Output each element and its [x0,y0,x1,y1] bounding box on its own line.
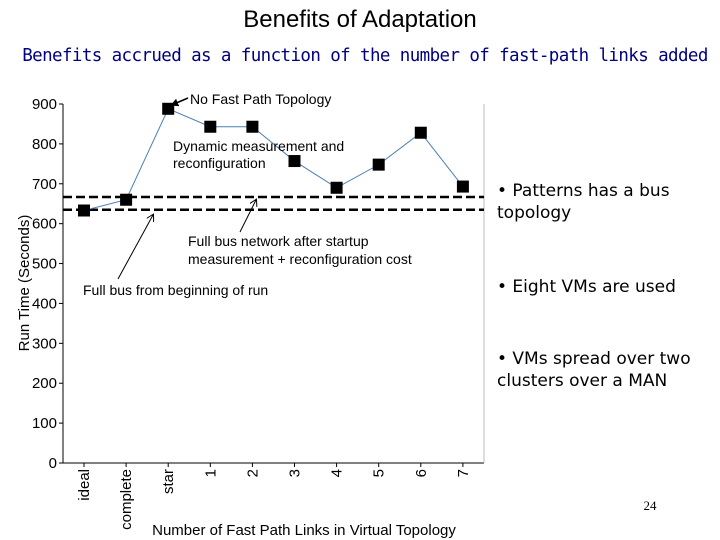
data-point-6 [414,126,427,139]
x-tick-label: 3 [287,469,304,477]
x-tick-label: 5 [371,469,388,477]
reference-lines [63,195,484,211]
x-tick-label: complete [118,469,135,530]
x-tick-label: 7 [455,469,472,477]
y-tick-label: 400 [32,295,57,312]
annotation-full-bus-beginning: Full bus from beginning of run [83,282,268,298]
y-tick-label: 100 [32,415,57,432]
data-point-7 [456,180,469,193]
annotation-dynamic-measurement: Dynamic measurement and reconfiguration [173,138,348,171]
y-tick-label: 700 [32,176,57,193]
y-axis-ticks: 0 100 200 300 400 500 600 700 800 900 [32,96,63,472]
x-tick-label: 2 [244,469,261,477]
data-point-3 [288,155,301,168]
annotation-full-bus-beginning-arrow [117,215,153,280]
bullet-topology: • Patterns has a bus topology [497,181,670,223]
data-point-5 [372,158,385,171]
x-tick-label: 4 [329,469,346,477]
y-tick-label: 800 [32,136,57,153]
slide-title: Benefits of Adaptation [243,6,477,33]
data-point-4 [330,181,343,194]
annotation-full-bus-startup-arrow [239,200,256,233]
annotation-no-fast-path-arrow [170,97,189,107]
y-tick-label: 300 [32,335,57,352]
slide-subtitle: Benefits accrued as a function of the nu… [22,46,708,66]
x-tick-label: 1 [202,469,219,477]
y-tick-label: 900 [32,96,57,113]
data-point-star [162,102,175,115]
y-tick-label: 200 [32,375,57,392]
annotation-full-bus-startup: Full bus network after startup measureme… [188,233,412,267]
data-point-2 [246,120,259,133]
x-axis-ticks: ideal complete star 1 2 3 4 5 6 7 [76,463,472,530]
data-point-1 [204,120,217,133]
bullet-vm-count: • Eight VMs are used [497,277,676,297]
y-tick-label: 600 [32,216,57,233]
data-point-complete [120,193,133,206]
data-point-ideal [78,204,90,217]
bullet-vm-spread: • VMs spread over two clusters over a MA… [497,349,691,391]
y-axis-title: Run Time (Seconds) [16,215,33,352]
y-tick-label: 500 [32,256,57,273]
x-tick-label: 6 [413,469,430,477]
slide-number: 24 [643,498,657,513]
series-line [83,108,464,211]
x-tick-label: ideal [76,469,93,501]
series-markers [78,102,469,217]
y-tick-label: 0 [49,455,57,472]
annotation-no-fast-path: No Fast Path Topology [190,91,331,107]
x-tick-label: star [160,469,177,494]
x-axis-title: Number of Fast Path Links in Virtual Top… [152,522,456,539]
